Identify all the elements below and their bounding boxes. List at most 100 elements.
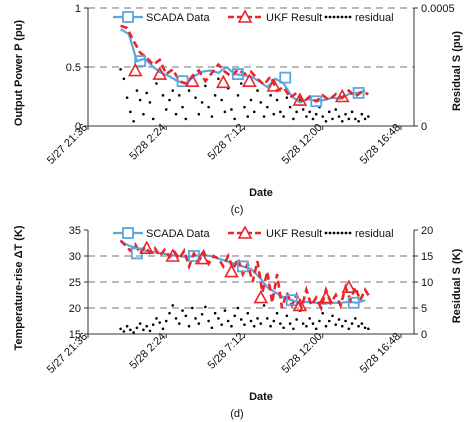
residual-point xyxy=(347,327,351,331)
residual-point xyxy=(262,115,266,118)
residual-point xyxy=(246,115,250,118)
residual-point xyxy=(125,324,129,328)
residual-point xyxy=(282,326,285,330)
x-tick-label: 5/28 12:00 xyxy=(280,331,325,376)
residual-point xyxy=(197,322,201,325)
residual-point xyxy=(275,98,279,102)
ukf-marker xyxy=(224,263,239,278)
residual-point xyxy=(230,108,233,111)
residual-point xyxy=(324,324,328,328)
residual-point xyxy=(301,322,305,325)
residual-point xyxy=(151,323,155,326)
y-tick-label: 35 xyxy=(69,225,81,237)
residual-point xyxy=(272,319,276,323)
residual-point xyxy=(321,115,325,118)
residual-point xyxy=(340,119,344,123)
x-axis-title: Date xyxy=(249,391,273,403)
residual-point xyxy=(138,98,142,102)
y-tick-label: 0 xyxy=(75,121,81,133)
residual-point xyxy=(129,328,132,332)
ukf-marker xyxy=(341,279,357,294)
residual-point xyxy=(135,89,139,92)
ukf-marker xyxy=(194,250,210,265)
residual-point xyxy=(158,321,162,324)
residual-point xyxy=(194,317,197,320)
legend-residual-dot xyxy=(344,15,348,19)
residual-point xyxy=(327,110,331,114)
x-tick-label: 5/28 2:24 xyxy=(127,331,168,372)
x-axis-title: Date xyxy=(249,187,273,199)
x-tick-label: 5/27 21:36 xyxy=(45,331,90,376)
residual-point xyxy=(119,327,122,331)
panel-label: (d) xyxy=(230,408,243,420)
residual-point xyxy=(207,105,210,109)
scada-marker xyxy=(279,71,292,84)
legend-residual-dot xyxy=(336,15,340,19)
residual-point xyxy=(135,326,139,330)
ukf-marker xyxy=(266,78,282,92)
residual-point xyxy=(272,112,276,116)
residual-point xyxy=(262,304,266,307)
residual-point xyxy=(279,110,282,114)
residual-point xyxy=(252,324,256,328)
residual-point xyxy=(200,101,204,104)
residual-point xyxy=(363,117,367,121)
residual-point xyxy=(340,324,344,328)
legend-scada-label: SCADA Data xyxy=(146,228,210,240)
residual-point xyxy=(347,117,351,121)
ukf-series-line xyxy=(119,239,372,313)
ukf-marker xyxy=(165,248,181,262)
residual-point xyxy=(249,98,253,102)
legend-residual-dot xyxy=(348,15,352,19)
residual-point xyxy=(275,311,279,315)
residual-point xyxy=(292,117,295,121)
legend-scada-marker xyxy=(122,11,134,23)
y-tick-label: 20 xyxy=(69,303,81,315)
residual-point xyxy=(305,324,308,328)
y-tick-label: 15 xyxy=(69,329,81,341)
residual-point xyxy=(210,115,214,118)
residual-point xyxy=(125,96,129,99)
y-axis-title: Temperature-rise ΔT (K) xyxy=(13,225,25,350)
legend-residual-dot xyxy=(340,15,344,19)
y2-tick-label: 20 xyxy=(421,225,433,237)
residual-point xyxy=(308,110,311,114)
ukf-marker xyxy=(139,240,155,254)
residual-point xyxy=(174,112,178,116)
residual-point xyxy=(184,117,188,121)
panel-label: (c) xyxy=(231,204,244,216)
legend-scada-label: SCADA Data xyxy=(146,12,210,24)
residual-point xyxy=(132,119,135,123)
residual-point xyxy=(155,317,158,320)
residual-point xyxy=(171,89,175,92)
residual-point xyxy=(181,105,184,109)
scada-marker xyxy=(352,87,365,99)
y-tick-label: 30 xyxy=(69,251,81,263)
residual-point xyxy=(282,115,285,118)
chart-panel-d: 15 20 25 30 35 0 5 10 15 20 5/27 21:36 5/28 2:24 5/2… xyxy=(13,225,463,420)
y2-tick-label: 10 xyxy=(421,277,433,289)
residual-point xyxy=(360,112,364,116)
residual-point xyxy=(354,117,357,121)
residual-point xyxy=(220,323,223,326)
ukf-marker xyxy=(152,66,168,80)
y-tick-label: 0.5 xyxy=(66,62,81,74)
residual-point xyxy=(259,322,263,325)
residual-point xyxy=(174,317,178,320)
residual-point xyxy=(279,322,282,325)
residual-point xyxy=(285,96,289,99)
residual-point xyxy=(223,110,227,114)
ukf-marker xyxy=(215,74,231,89)
residual-point xyxy=(213,94,217,97)
residual-point xyxy=(226,319,230,323)
residual-point xyxy=(354,317,357,320)
residual-point xyxy=(324,119,328,123)
residual-point xyxy=(168,311,171,315)
chart-panel-c: 0 0.5 1 0 0.0005 5/27 21:36 5/28 2:24 5/28 7:12… xyxy=(13,3,463,216)
legend-residual-dot xyxy=(336,231,340,235)
residual-point xyxy=(129,110,132,114)
residual-point xyxy=(223,309,227,312)
residual-point xyxy=(168,98,171,102)
residual-point xyxy=(191,306,194,310)
